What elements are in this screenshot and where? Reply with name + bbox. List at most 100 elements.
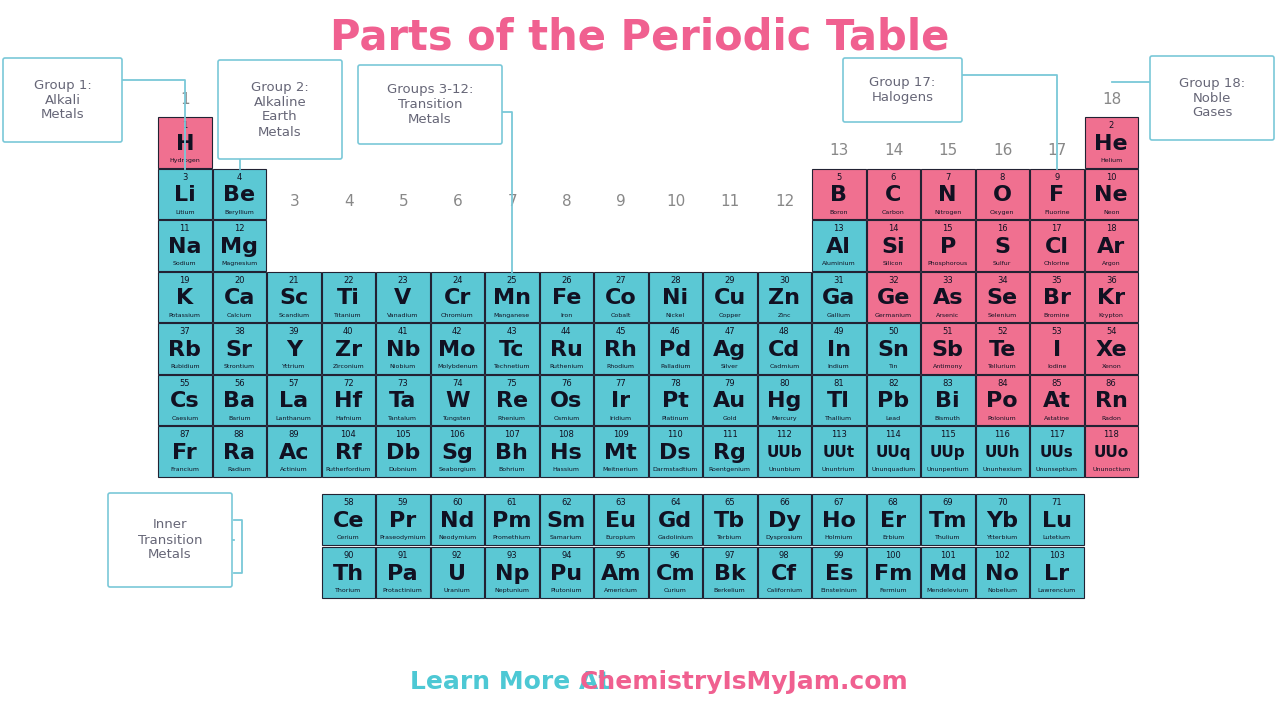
Text: 88: 88 <box>234 431 244 439</box>
Text: Bi: Bi <box>936 391 960 411</box>
Text: Tm: Tm <box>928 510 966 531</box>
Text: Po: Po <box>987 391 1018 411</box>
Text: Thulium: Thulium <box>934 535 960 540</box>
Text: Ununseptium: Ununseptium <box>1036 467 1078 472</box>
Bar <box>922 271 974 322</box>
Text: Yb: Yb <box>987 510 1019 531</box>
Text: UUp: UUp <box>931 445 965 460</box>
Bar <box>485 374 539 425</box>
Text: 10: 10 <box>666 194 685 210</box>
Bar <box>321 323 375 374</box>
Text: Na: Na <box>168 237 201 257</box>
Text: Sc: Sc <box>279 288 308 308</box>
Bar <box>376 374 430 425</box>
Text: 57: 57 <box>288 379 300 388</box>
Bar <box>157 220 211 271</box>
Text: 44: 44 <box>561 328 571 336</box>
Bar <box>539 494 593 544</box>
Text: Nd: Nd <box>440 510 475 531</box>
Text: 2: 2 <box>236 143 244 158</box>
Bar <box>812 374 865 425</box>
Text: 15: 15 <box>942 224 954 233</box>
Bar <box>758 374 812 425</box>
Text: Lu: Lu <box>1042 510 1071 531</box>
Text: Berkelium: Berkelium <box>714 588 746 593</box>
Bar <box>867 220 920 271</box>
Text: Argon: Argon <box>1102 261 1120 266</box>
Text: 62: 62 <box>561 498 572 508</box>
Text: Os: Os <box>550 391 582 411</box>
Text: Meitnerium: Meitnerium <box>603 467 639 472</box>
Text: Inner
Transition
Metals: Inner Transition Metals <box>138 518 202 562</box>
Text: Pb: Pb <box>877 391 909 411</box>
Text: 67: 67 <box>833 498 844 508</box>
Text: Tl: Tl <box>827 391 850 411</box>
Text: 36: 36 <box>1106 276 1116 284</box>
Text: Zirconium: Zirconium <box>333 364 364 369</box>
Text: Groups 3-12:
Transition
Metals: Groups 3-12: Transition Metals <box>387 83 474 126</box>
Text: Barium: Barium <box>228 415 251 420</box>
Text: Bromine: Bromine <box>1043 312 1070 318</box>
Text: Pd: Pd <box>659 340 691 360</box>
Text: Cm: Cm <box>655 564 695 584</box>
Bar <box>321 374 375 425</box>
Bar <box>1030 494 1083 544</box>
Text: 63: 63 <box>616 498 626 508</box>
Text: 53: 53 <box>1051 328 1062 336</box>
Bar <box>703 374 756 425</box>
Bar <box>594 426 648 477</box>
Text: Learn More At: Learn More At <box>410 670 620 694</box>
Text: 55: 55 <box>179 379 189 388</box>
Text: Californium: Californium <box>767 588 803 593</box>
Text: 91: 91 <box>398 552 408 560</box>
Text: Arsenic: Arsenic <box>936 312 960 318</box>
Text: Ds: Ds <box>659 443 691 463</box>
Text: C: C <box>884 185 901 205</box>
Text: 18: 18 <box>1102 91 1121 107</box>
Text: Parts of the Periodic Table: Parts of the Periodic Table <box>330 17 950 59</box>
Text: 26: 26 <box>561 276 572 284</box>
Text: 77: 77 <box>616 379 626 388</box>
FancyBboxPatch shape <box>358 65 502 144</box>
Text: 51: 51 <box>942 328 954 336</box>
Text: 109: 109 <box>613 431 628 439</box>
Bar <box>321 271 375 322</box>
Text: Ununoctium: Ununoctium <box>1092 467 1130 472</box>
Text: 48: 48 <box>780 328 790 336</box>
Bar <box>157 168 211 219</box>
Text: Lutetium: Lutetium <box>1043 535 1071 540</box>
Text: 58: 58 <box>343 498 353 508</box>
Text: Radon: Radon <box>1101 415 1121 420</box>
Text: Astatine: Astatine <box>1043 415 1070 420</box>
Text: 18: 18 <box>1106 224 1116 233</box>
Text: 16: 16 <box>993 143 1012 158</box>
Text: W: W <box>445 391 470 411</box>
Text: Nobelium: Nobelium <box>987 588 1018 593</box>
Text: S: S <box>995 237 1010 257</box>
Text: Gd: Gd <box>658 510 692 531</box>
Text: Aluminium: Aluminium <box>822 261 855 266</box>
Text: Li: Li <box>174 185 196 205</box>
Bar <box>703 271 756 322</box>
Bar <box>812 323 865 374</box>
Text: Ununbium: Ununbium <box>768 467 800 472</box>
Text: 102: 102 <box>995 552 1010 560</box>
Text: Cerium: Cerium <box>337 535 360 540</box>
Bar <box>321 426 375 477</box>
Bar <box>539 271 593 322</box>
Text: Co: Co <box>605 288 636 308</box>
Text: Silicon: Silicon <box>883 261 904 266</box>
Text: ChemistryIsMyJam.com: ChemistryIsMyJam.com <box>580 670 909 694</box>
Text: 104: 104 <box>340 431 356 439</box>
Text: 100: 100 <box>886 552 901 560</box>
Text: 76: 76 <box>561 379 572 388</box>
Bar <box>268 323 320 374</box>
Bar <box>1084 271 1138 322</box>
Text: UUt: UUt <box>823 445 855 460</box>
Bar <box>649 494 701 544</box>
Text: P: P <box>940 237 956 257</box>
Text: Samarium: Samarium <box>550 535 582 540</box>
Text: Iridium: Iridium <box>609 415 632 420</box>
FancyBboxPatch shape <box>218 60 342 159</box>
Text: Mendelevium: Mendelevium <box>927 588 969 593</box>
